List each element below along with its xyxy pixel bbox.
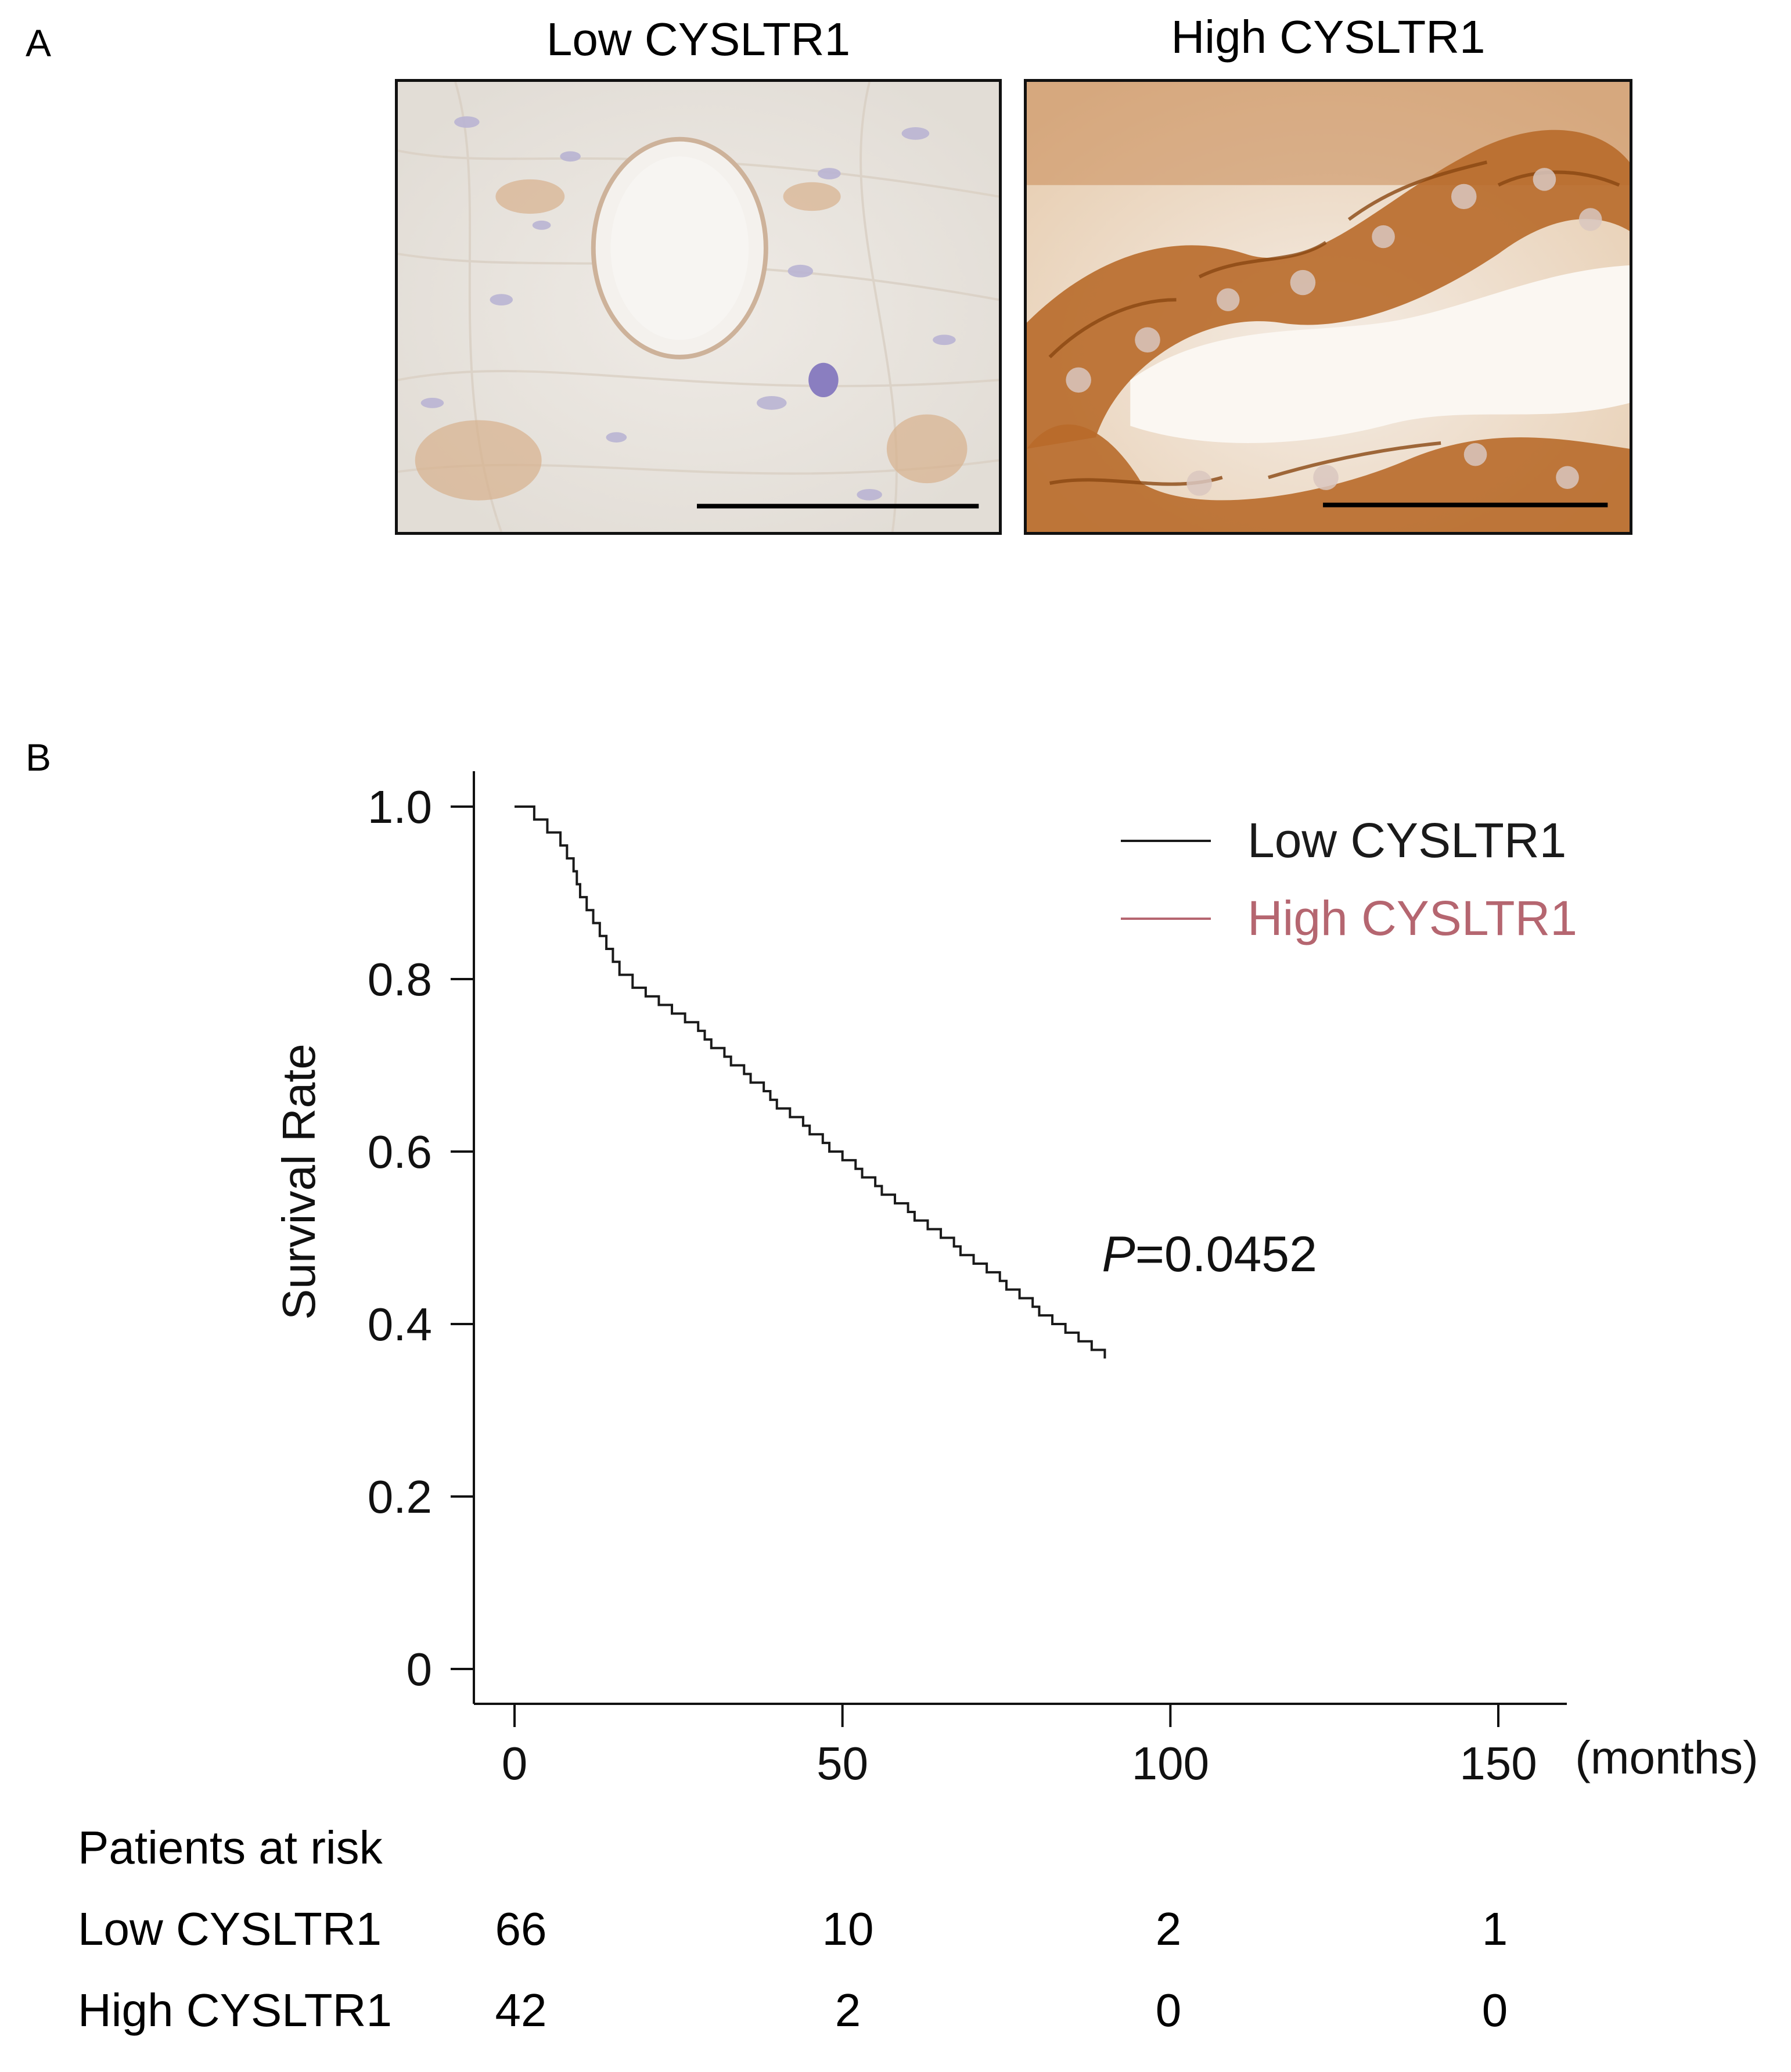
low-image-title: Low CYSLTR1 xyxy=(546,13,851,65)
risk-low-0: 66 xyxy=(495,1903,547,1955)
risk-low-50: 10 xyxy=(822,1903,874,1955)
legend-label-high: High CYSLTR1 xyxy=(1247,891,1577,945)
y-tick-label: 0.2 xyxy=(368,1471,432,1523)
high-image-title: High CYSLTR1 xyxy=(1171,11,1486,63)
risk-table-title: Patients at risk xyxy=(78,1822,383,1873)
legend-label-low: Low CYSLTR1 xyxy=(1247,813,1566,868)
chart-axes xyxy=(451,771,1567,1727)
low-cysltr1-ihc-image xyxy=(395,79,1002,535)
y-axis-title: Survival Rate xyxy=(273,1044,325,1320)
x-tick-label: 0 xyxy=(502,1738,528,1789)
p-value-annotation: P=0.0452 xyxy=(1102,1226,1317,1282)
panel-a-label: A xyxy=(26,21,52,64)
x-tick-label: 50 xyxy=(817,1738,868,1789)
high-cysltr1-ihc-image xyxy=(1024,79,1632,535)
panel-b-label: B xyxy=(26,736,52,779)
y-tick-label: 0 xyxy=(407,1643,433,1695)
chart-labels: 0 0.2 0.4 0.6 0.8 1.0 0 50 100 150 (months) Surviva… xyxy=(273,781,1758,1789)
risk-row-low-label: Low CYSLTR1 xyxy=(78,1903,382,1955)
risk-low-100: 2 xyxy=(1155,1903,1182,1955)
risk-high-100: 0 xyxy=(1155,1984,1182,2036)
risk-high-50: 2 xyxy=(835,1984,861,2036)
y-tick-label: 0.8 xyxy=(368,954,432,1005)
risk-high-0: 42 xyxy=(495,1984,547,2036)
chart-series xyxy=(515,805,1106,1359)
x-axis-title: (months) xyxy=(1575,1732,1758,1783)
risk-low-150: 1 xyxy=(1481,1903,1508,1955)
y-tick-label: 0.4 xyxy=(368,1298,432,1350)
x-tick-label: 150 xyxy=(1459,1738,1537,1789)
y-tick-label: 1.0 xyxy=(368,781,432,833)
x-tick-label: 100 xyxy=(1132,1738,1209,1789)
y-tick-label: 0.6 xyxy=(368,1126,432,1178)
series-line-low xyxy=(515,805,1106,1359)
risk-row-high-label: High CYSLTR1 xyxy=(78,1984,392,2036)
risk-high-150: 0 xyxy=(1481,1984,1508,2036)
